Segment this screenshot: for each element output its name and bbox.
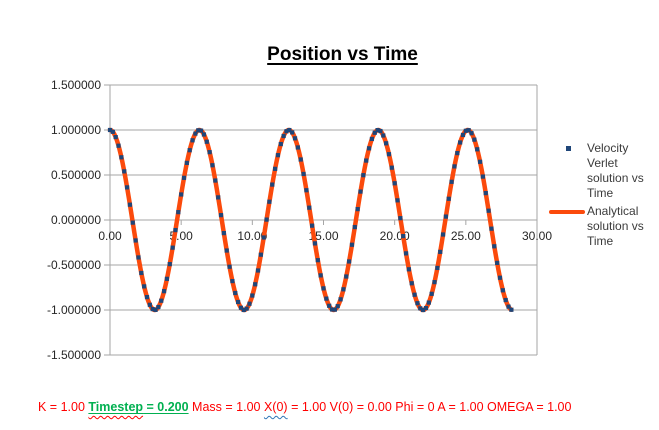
y-tick-label: 0.500000 — [51, 168, 101, 182]
y-tick-label: -0.500000 — [47, 258, 101, 272]
x-tick-label: 10.00 — [237, 229, 267, 243]
caption-segment: K = 1.00 — [38, 400, 89, 414]
y-tick-label: 0.000000 — [51, 213, 101, 227]
legend-item-label: Analytical solution vs Time — [587, 204, 644, 248]
analytical-solution-line — [107, 127, 514, 313]
caption-segment: = 0.200 — [143, 400, 189, 414]
y-axis-tick-labels: 1.500000 1.000000 0.500000 0.000000 -0.50000… — [47, 78, 101, 362]
x-tick-label: 25.00 — [451, 229, 481, 243]
chart-legend: Velocity Verlet solution vs Time Analytic… — [545, 141, 659, 252]
caption-segment: X(0) — [263, 400, 288, 414]
caption-segment: Mass = 1.00 — [188, 400, 264, 414]
x-tick-label: 30.00 — [522, 229, 552, 243]
y-tick-label: 1.500000 — [51, 78, 101, 92]
chart-plot-area: 1.500000 1.000000 0.500000 0.000000 -0.50000… — [47, 78, 552, 362]
x-axis-tick-labels: 0.00 5.00 10.00 15.00 20.00 25.00 30.00 — [98, 229, 552, 243]
chart-title-text: Position vs Time — [267, 44, 418, 65]
legend-line-swatch — [545, 204, 587, 219]
x-tick-label: 0.00 — [98, 229, 122, 243]
legend-item-label: Velocity Verlet solution vs Time — [587, 141, 644, 200]
chart-title: Position vs Time — [180, 44, 505, 66]
legend-square-marker-icon — [545, 141, 587, 156]
legend-item-velocity-verlet: Velocity Verlet solution vs Time — [545, 141, 659, 201]
caption-segment: = 1.00 V(0) = 0.00 Phi = 0 A = 1.00 OMEG… — [287, 400, 572, 414]
velocity-verlet-markers — [107, 127, 514, 313]
parameters-caption: K = 1.00 Timestep = 0.200 Mass = 1.00 X(… — [38, 399, 638, 415]
y-tick-label: 1.000000 — [51, 123, 101, 137]
y-tick-label: -1.000000 — [47, 303, 101, 317]
axes — [109, 85, 538, 355]
legend-item-analytical: Analytical solution vs Time — [545, 204, 659, 249]
y-tick-label: -1.500000 — [47, 348, 101, 362]
caption-segment: Timestep — [88, 400, 144, 414]
